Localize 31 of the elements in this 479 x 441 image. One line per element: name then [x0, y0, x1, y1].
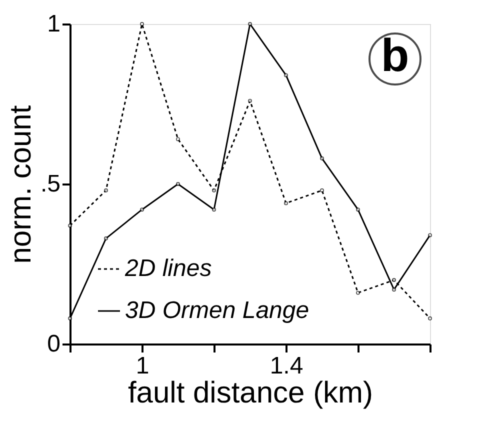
y-axis-title: norm. count [4, 104, 38, 264]
point [248, 98, 252, 103]
point [320, 188, 324, 192]
point [212, 188, 216, 192]
point [284, 201, 288, 206]
point [212, 208, 216, 212]
point [428, 316, 432, 320]
legend-label: 3D Ormen Lange [125, 297, 310, 324]
point [104, 188, 108, 192]
point [428, 233, 432, 238]
point [140, 22, 144, 26]
point [284, 73, 288, 78]
point [392, 288, 396, 292]
y-tick-label: 0 [47, 330, 60, 358]
point [68, 224, 72, 228]
point [356, 290, 360, 295]
point [176, 137, 180, 142]
x-tick-label: 1.4 [270, 352, 304, 380]
point [104, 236, 108, 240]
point [68, 316, 72, 320]
y-tick-label: 1 [47, 10, 60, 38]
y-tick-label: .5 [40, 170, 60, 198]
point [356, 208, 360, 212]
legend-label: 2D lines [124, 255, 212, 282]
point [392, 278, 396, 282]
point [140, 208, 144, 212]
point [176, 182, 180, 186]
annotation: b [380, 29, 410, 81]
point [248, 22, 252, 26]
point [320, 156, 324, 160]
x-axis-title: fault distance (km) [128, 376, 374, 410]
